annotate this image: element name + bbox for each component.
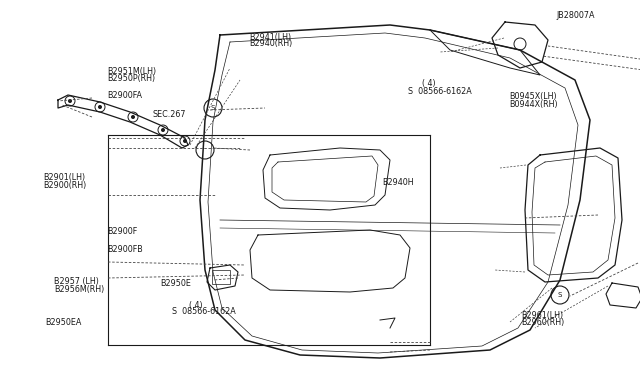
Text: B2960(RH): B2960(RH) <box>522 318 565 327</box>
Text: B2940H: B2940H <box>383 178 414 187</box>
Bar <box>212 270 230 284</box>
Text: JB28007A: JB28007A <box>557 11 595 20</box>
Text: ( 4): ( 4) <box>189 301 202 310</box>
Text: B2900(RH): B2900(RH) <box>44 181 87 190</box>
Text: S: S <box>558 292 562 298</box>
Circle shape <box>131 115 135 119</box>
Circle shape <box>98 105 102 109</box>
Text: B2900FB: B2900FB <box>108 246 143 254</box>
Text: S  08566-6162A: S 08566-6162A <box>172 307 236 316</box>
Text: B2940(RH): B2940(RH) <box>250 39 293 48</box>
Text: S  08566-6162A: S 08566-6162A <box>408 87 472 96</box>
Text: B2951M(LH): B2951M(LH) <box>108 67 157 76</box>
Text: B0945X(LH): B0945X(LH) <box>509 92 556 101</box>
Circle shape <box>183 139 187 143</box>
Text: ( 4): ( 4) <box>422 79 436 88</box>
Text: B2957 (LH): B2957 (LH) <box>54 278 99 286</box>
Text: B2901(LH): B2901(LH) <box>44 173 86 182</box>
Circle shape <box>161 128 165 132</box>
Text: B2950EA: B2950EA <box>45 318 81 327</box>
Text: B2961(LH): B2961(LH) <box>522 311 564 320</box>
Text: B2941(LH): B2941(LH) <box>250 33 292 42</box>
Text: B0944X(RH): B0944X(RH) <box>509 100 557 109</box>
Circle shape <box>68 99 72 103</box>
Text: B2950P(RH): B2950P(RH) <box>108 74 156 83</box>
Text: B2900FA: B2900FA <box>108 92 143 100</box>
Text: S: S <box>211 105 215 111</box>
Text: B2900F: B2900F <box>108 227 138 236</box>
Text: B2950E: B2950E <box>160 279 191 288</box>
Text: B2956M(RH): B2956M(RH) <box>54 285 105 294</box>
Text: SEC.267: SEC.267 <box>152 110 186 119</box>
